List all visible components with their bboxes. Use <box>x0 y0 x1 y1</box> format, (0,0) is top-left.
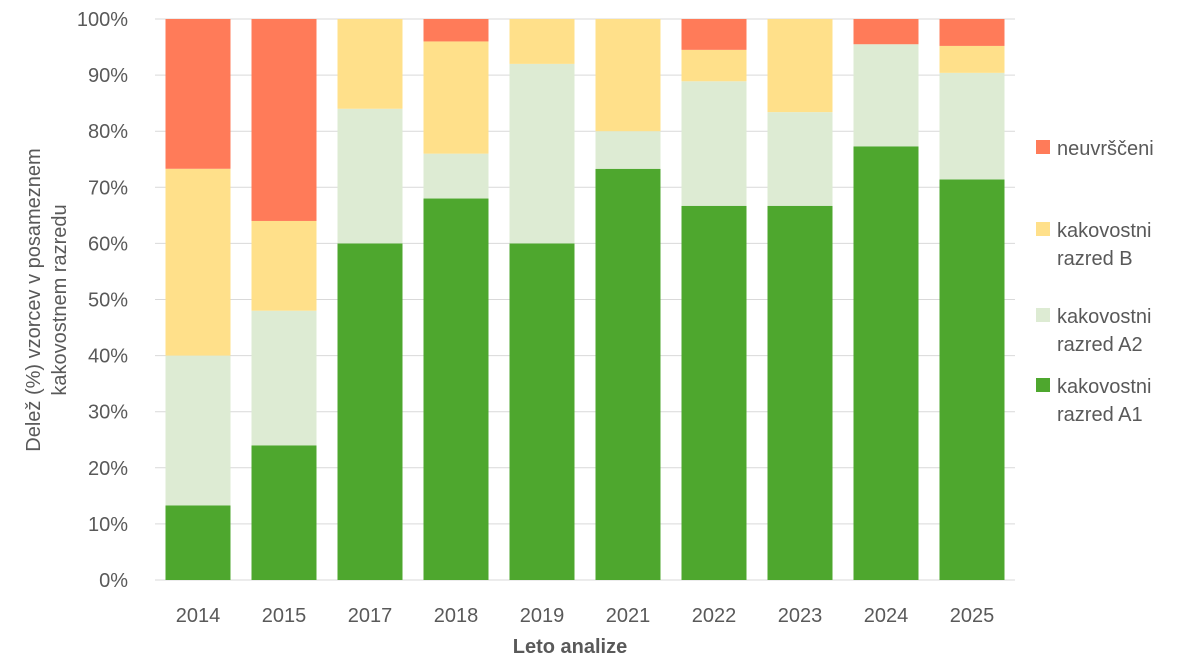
bar-segment <box>939 19 1005 46</box>
bar-segment <box>767 205 833 581</box>
y-tick-labels: 0% 10% 20% 30% 40% 50% 60% 70% 80% 90% 100% <box>77 9 128 592</box>
legend-label: kakovostni <box>1057 220 1152 242</box>
y-tick-label: 30% <box>88 402 128 424</box>
y-axis-title-line-1: Delež (%) vzorcev v posameznem <box>23 148 45 451</box>
legend-label: razred A2 <box>1057 334 1143 356</box>
bar-segment <box>337 19 403 109</box>
x-tick-labels: 2014 2015 2017 2018 2019 2021 2022 2023 2024 2025 <box>176 605 995 627</box>
x-axis-title: Leto analize <box>513 636 627 658</box>
bar-segment <box>853 19 919 45</box>
x-tick-label: 2023 <box>778 605 823 627</box>
bar-segment <box>509 19 575 64</box>
legend-swatch <box>1036 308 1050 322</box>
bar-segment <box>423 41 489 154</box>
bar-segment <box>423 19 489 42</box>
bar-segment <box>939 45 1005 73</box>
bar-segment <box>509 63 575 244</box>
legend-item: neuvrščeni <box>1036 138 1154 160</box>
bar-segment <box>337 243 403 580</box>
bar-segment <box>681 49 747 82</box>
y-tick-label: 50% <box>88 290 128 312</box>
x-tick-label: 2014 <box>176 605 221 627</box>
bar-segment <box>165 168 231 356</box>
y-tick-label: 60% <box>88 233 128 255</box>
y-tick-label: 70% <box>88 177 128 199</box>
bar-segment <box>251 445 317 580</box>
bar-segment <box>423 153 489 199</box>
bar-segment <box>165 355 231 506</box>
y-tick-label: 80% <box>88 121 128 143</box>
x-tick-label: 2021 <box>606 605 651 627</box>
y-tick-label: 90% <box>88 65 128 87</box>
x-tick-label: 2017 <box>348 605 393 627</box>
bar-segment <box>767 19 833 113</box>
y-tick-label: 100% <box>77 9 128 31</box>
bar-segment <box>595 19 661 132</box>
bar-segment <box>853 146 919 581</box>
bar-segment <box>165 505 231 580</box>
legend-swatch <box>1036 140 1050 154</box>
bar-segment <box>853 44 919 147</box>
bar-segment <box>681 205 747 581</box>
bar-segment <box>681 19 747 50</box>
y-tick-label: 0% <box>99 570 128 592</box>
x-tick-label: 2019 <box>520 605 565 627</box>
legend: neuvrščeni kakovostni razred B kakovostni ra… <box>1036 138 1154 426</box>
legend-label: neuvrščeni <box>1057 138 1154 160</box>
bar-segment <box>939 179 1005 581</box>
bar-segment <box>939 72 1005 180</box>
legend-label: razred B <box>1057 248 1133 270</box>
y-axis-title: Delež (%) vzorcev v posameznem kakovostn… <box>23 148 71 451</box>
x-tick-label: 2024 <box>864 605 909 627</box>
bar-segment <box>681 81 747 206</box>
bar-segment <box>337 108 403 244</box>
bar-segment <box>509 243 575 580</box>
x-tick-label: 2018 <box>434 605 479 627</box>
x-tick-label: 2025 <box>950 605 995 627</box>
x-tick-label: 2022 <box>692 605 737 627</box>
legend-label: razred A1 <box>1057 404 1143 426</box>
legend-item: kakovostni razred A1 <box>1036 376 1152 426</box>
legend-item: kakovostni razred A2 <box>1036 306 1152 356</box>
bar-segment <box>595 131 661 169</box>
y-tick-label: 10% <box>88 514 128 536</box>
y-axis-title-line-2: kakovostnem razredu <box>49 204 71 395</box>
legend-swatch <box>1036 378 1050 392</box>
bar-segment <box>767 112 833 206</box>
legend-label: kakovostni <box>1057 376 1152 398</box>
bar-segment <box>165 19 231 169</box>
legend-swatch <box>1036 222 1050 236</box>
bar-segment <box>423 198 489 580</box>
bar-segment <box>251 220 317 311</box>
y-tick-label: 20% <box>88 458 128 480</box>
legend-label: kakovostni <box>1057 306 1152 328</box>
bar-segment <box>251 310 317 446</box>
x-tick-label: 2015 <box>262 605 307 627</box>
legend-item: kakovostni razred B <box>1036 220 1152 270</box>
y-tick-label: 40% <box>88 346 128 368</box>
bar-segment <box>595 168 661 581</box>
bars <box>165 19 1005 581</box>
bar-segment <box>251 19 317 221</box>
